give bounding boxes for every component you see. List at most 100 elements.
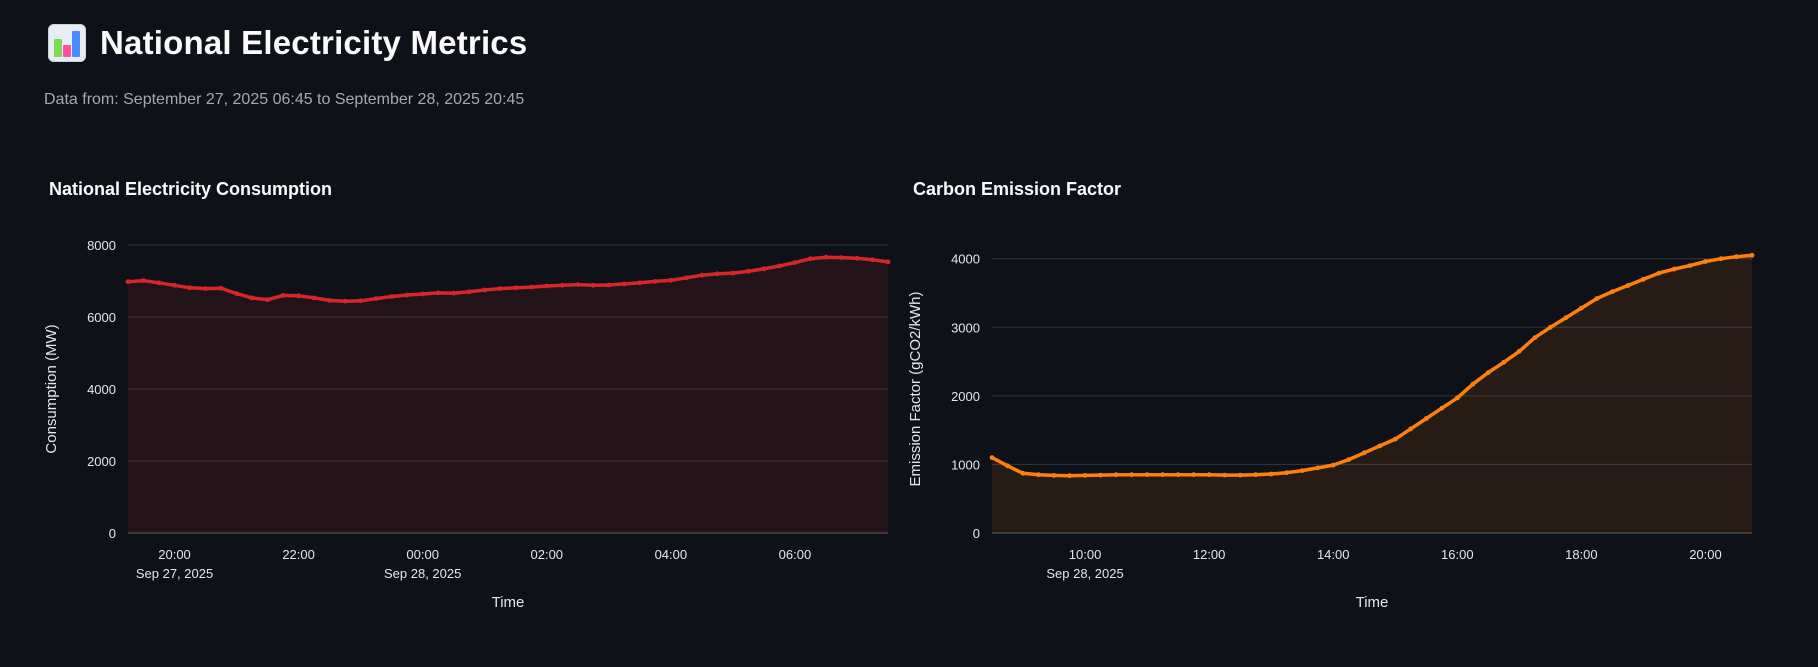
data-point[interactable] <box>327 298 332 303</box>
data-point[interactable] <box>1315 465 1321 471</box>
data-point[interactable] <box>342 298 348 304</box>
data-point[interactable] <box>1392 436 1398 442</box>
data-point[interactable] <box>435 290 441 296</box>
data-point[interactable] <box>420 291 426 297</box>
data-point[interactable] <box>1237 472 1243 478</box>
data-point[interactable] <box>544 283 550 289</box>
data-point[interactable] <box>1113 472 1119 478</box>
data-point[interactable] <box>761 266 767 272</box>
data-point[interactable] <box>1516 348 1522 354</box>
data-point[interactable] <box>156 280 162 286</box>
data-point[interactable] <box>296 293 301 299</box>
data-point[interactable] <box>699 272 705 278</box>
data-point[interactable] <box>234 291 240 296</box>
data-point[interactable] <box>1687 263 1693 268</box>
data-point[interactable] <box>606 282 612 288</box>
data-point[interactable] <box>1377 443 1383 449</box>
data-point[interactable] <box>1346 457 1352 462</box>
data-point[interactable] <box>652 279 658 284</box>
data-point[interactable] <box>1020 470 1026 476</box>
data-point[interactable] <box>1749 252 1755 258</box>
data-point[interactable] <box>172 282 177 288</box>
data-point[interactable] <box>203 286 209 291</box>
data-point[interactable] <box>389 294 395 299</box>
data-point[interactable] <box>1718 256 1724 262</box>
data-point[interactable] <box>1222 472 1228 478</box>
data-point[interactable] <box>249 295 255 301</box>
data-point[interactable] <box>451 290 457 296</box>
data-point[interactable] <box>854 255 860 261</box>
data-point[interactable] <box>1579 305 1584 311</box>
data-point[interactable] <box>265 297 270 303</box>
data-point[interactable] <box>792 260 798 265</box>
data-point[interactable] <box>1610 289 1615 294</box>
data-point[interactable] <box>885 259 891 265</box>
consumption-chart[interactable]: 0 2000 4000 6000 8000 20:00 Sep 27, 2025 22:00 0… <box>40 215 900 625</box>
emission-chart[interactable]: 0 1000 2000 3000 4000 10:00 Sep 28, 2025 12:00 1… <box>904 215 1764 625</box>
data-point[interactable] <box>590 282 596 288</box>
series-line[interactable] <box>990 253 1754 478</box>
data-point[interactable] <box>1206 472 1212 478</box>
data-point[interactable] <box>1501 359 1507 365</box>
data-point[interactable] <box>559 282 565 288</box>
data-point[interactable] <box>1191 472 1196 478</box>
data-point[interactable] <box>668 277 674 283</box>
data-point[interactable] <box>989 455 995 460</box>
data-point[interactable] <box>1051 473 1057 478</box>
data-point[interactable] <box>497 286 503 291</box>
data-point[interactable] <box>1299 468 1305 473</box>
data-point[interactable] <box>637 280 643 286</box>
data-point[interactable] <box>373 296 379 301</box>
data-point[interactable] <box>311 295 317 301</box>
data-point[interactable] <box>730 270 736 276</box>
data-point[interactable] <box>1268 471 1274 477</box>
data-point[interactable] <box>482 287 488 293</box>
data-point[interactable] <box>1439 405 1445 411</box>
data-point[interactable] <box>358 298 364 304</box>
data-point[interactable] <box>1160 472 1165 478</box>
data-point[interactable] <box>187 285 193 291</box>
data-point[interactable] <box>808 256 813 262</box>
data-point[interactable] <box>1036 472 1041 478</box>
data-point[interactable] <box>1703 259 1708 264</box>
data-point[interactable] <box>1098 472 1103 478</box>
data-point[interactable] <box>1656 270 1662 276</box>
data-point[interactable] <box>1485 370 1491 375</box>
data-point[interactable] <box>1175 472 1181 478</box>
data-point[interactable] <box>528 284 534 290</box>
data-point[interactable] <box>1594 296 1600 301</box>
data-point[interactable] <box>1548 324 1553 330</box>
data-point[interactable] <box>1454 395 1460 401</box>
data-point[interactable] <box>513 285 519 291</box>
data-point[interactable] <box>715 271 720 277</box>
data-point[interactable] <box>1672 266 1677 272</box>
data-point[interactable] <box>1423 416 1429 421</box>
data-point[interactable] <box>1129 472 1134 478</box>
data-point[interactable] <box>621 281 627 287</box>
data-point[interactable] <box>1067 473 1072 479</box>
data-point[interactable] <box>1408 426 1414 432</box>
data-point[interactable] <box>218 285 224 291</box>
data-point[interactable] <box>777 263 782 269</box>
data-point[interactable] <box>141 278 146 283</box>
data-point[interactable] <box>1082 473 1088 478</box>
data-point[interactable] <box>870 257 875 263</box>
data-point[interactable] <box>1284 470 1290 476</box>
data-point[interactable] <box>839 255 844 260</box>
data-point[interactable] <box>1734 254 1739 260</box>
data-point[interactable] <box>1005 463 1010 469</box>
data-point[interactable] <box>1253 472 1259 478</box>
data-point[interactable] <box>1625 283 1631 288</box>
data-point[interactable] <box>404 292 410 298</box>
data-point[interactable] <box>575 282 581 287</box>
data-point[interactable] <box>746 268 751 274</box>
data-point[interactable] <box>125 279 131 285</box>
data-point[interactable] <box>1361 450 1367 456</box>
data-point[interactable] <box>280 293 286 298</box>
data-point[interactable] <box>466 289 472 295</box>
data-point[interactable] <box>1470 381 1476 387</box>
data-point[interactable] <box>1563 315 1569 321</box>
data-point[interactable] <box>823 254 829 260</box>
series-line[interactable] <box>126 255 890 303</box>
data-point[interactable] <box>1641 276 1646 282</box>
